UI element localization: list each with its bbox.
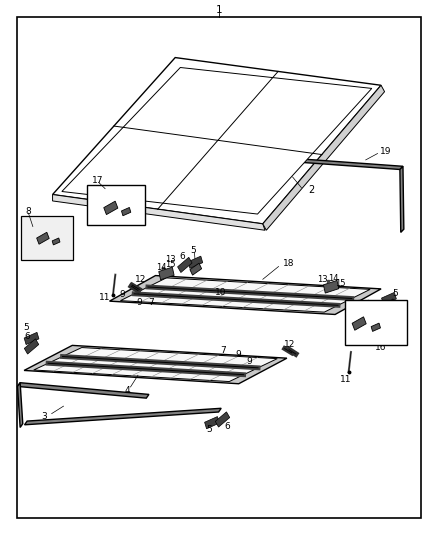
Polygon shape — [104, 201, 118, 215]
Polygon shape — [371, 323, 381, 332]
Text: 9: 9 — [246, 357, 252, 366]
Bar — [87, 185, 145, 225]
Text: 10: 10 — [215, 288, 227, 296]
Text: 17: 17 — [92, 176, 103, 184]
Text: 5: 5 — [23, 324, 29, 332]
Polygon shape — [24, 333, 39, 344]
Polygon shape — [352, 317, 366, 330]
Text: 12: 12 — [284, 340, 296, 349]
Polygon shape — [355, 300, 371, 313]
Polygon shape — [120, 278, 370, 312]
Text: 5: 5 — [190, 246, 196, 255]
Polygon shape — [205, 417, 219, 429]
Text: 9: 9 — [136, 298, 142, 307]
Text: 6: 6 — [179, 253, 185, 261]
Polygon shape — [24, 339, 39, 354]
Text: 9: 9 — [120, 290, 126, 298]
Text: 6: 6 — [24, 333, 30, 341]
Polygon shape — [53, 195, 265, 230]
Text: 6: 6 — [392, 304, 399, 312]
Text: 14: 14 — [328, 274, 339, 282]
Text: 11: 11 — [340, 375, 352, 384]
Polygon shape — [381, 299, 396, 314]
Text: 5: 5 — [392, 289, 399, 297]
Polygon shape — [18, 383, 23, 427]
Text: 3: 3 — [41, 413, 47, 421]
Polygon shape — [25, 408, 221, 425]
Text: 4: 4 — [124, 386, 130, 394]
Text: 15: 15 — [336, 279, 346, 288]
Polygon shape — [177, 257, 192, 272]
Polygon shape — [323, 280, 339, 293]
Text: 11: 11 — [99, 293, 111, 302]
Polygon shape — [37, 232, 49, 244]
Text: 7: 7 — [220, 346, 226, 355]
Polygon shape — [52, 238, 60, 245]
Polygon shape — [400, 166, 404, 232]
Text: 6: 6 — [224, 422, 230, 431]
Text: 8: 8 — [25, 207, 31, 215]
Polygon shape — [159, 267, 174, 280]
Text: 15: 15 — [166, 261, 176, 269]
Polygon shape — [34, 348, 277, 382]
Text: 13: 13 — [317, 275, 327, 284]
Text: 7: 7 — [148, 298, 154, 307]
Polygon shape — [110, 276, 381, 314]
Text: 15: 15 — [353, 308, 365, 316]
Text: 16: 16 — [375, 343, 387, 352]
Polygon shape — [18, 383, 149, 398]
Text: 18: 18 — [283, 260, 295, 268]
Polygon shape — [215, 412, 230, 427]
Text: 14: 14 — [156, 263, 166, 272]
Text: 13: 13 — [166, 255, 176, 264]
Polygon shape — [190, 263, 201, 275]
Polygon shape — [62, 68, 372, 214]
Polygon shape — [121, 207, 131, 216]
Polygon shape — [267, 157, 403, 169]
Polygon shape — [188, 256, 203, 268]
Polygon shape — [263, 85, 385, 230]
Polygon shape — [24, 345, 287, 384]
Text: 1: 1 — [215, 5, 223, 14]
Text: 9: 9 — [236, 350, 242, 359]
Polygon shape — [53, 58, 381, 224]
Polygon shape — [381, 293, 396, 304]
Text: 12: 12 — [135, 276, 147, 284]
Text: 2: 2 — [308, 185, 314, 195]
Bar — [21, 216, 73, 260]
Bar — [345, 300, 407, 345]
Text: 19: 19 — [380, 147, 391, 156]
Text: 5: 5 — [206, 425, 212, 434]
